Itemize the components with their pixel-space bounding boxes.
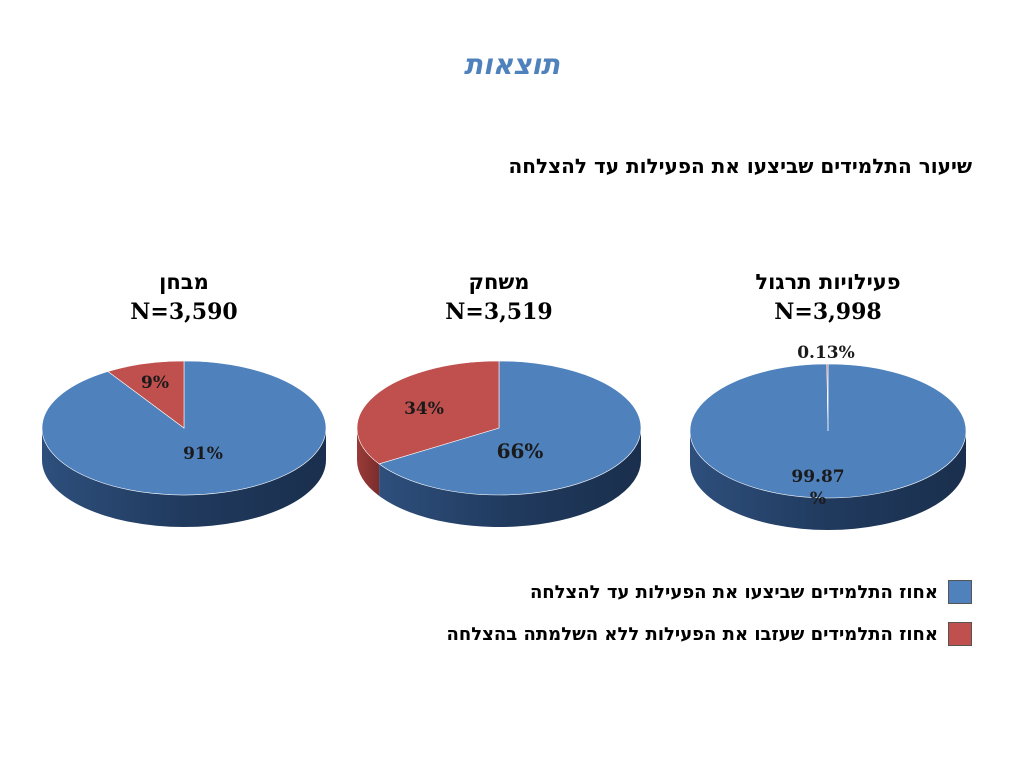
- chart-subtitle: שיעור התלמידים שביצעו את הפעילות עד להצל…: [508, 154, 973, 178]
- pie-practice-label-success: 99.87%: [791, 467, 844, 509]
- pie-game-label-success: 66%: [497, 439, 544, 463]
- legend-label-abandoned: אחוז התלמידים שעזבו את הפעילות ללא השלמת…: [446, 623, 938, 645]
- pie-practice-slice-abandoned: [826, 363, 829, 432]
- pie-game-side-success: [379, 428, 641, 527]
- chart-header-practice: פעילויות תרגול N=3,998: [708, 268, 948, 328]
- chart-title-test: מבחן: [159, 270, 209, 294]
- chart-header-test: מבחן N=3,590: [64, 268, 304, 328]
- pie-game-side-abandoned: [357, 428, 380, 496]
- pie-test-label-success: 91%: [183, 444, 223, 464]
- pie-practice-side-success: [690, 431, 966, 530]
- pie-test-slice-abandoned: [107, 360, 185, 429]
- pie-test-side-success: [42, 428, 326, 527]
- chart-n-practice: N=3,998: [774, 299, 882, 325]
- legend-swatch-success: [948, 580, 972, 604]
- chart-title-practice: פעילויות תרגול: [755, 270, 901, 294]
- pie-practice-label-abandoned: 0.13%: [797, 343, 855, 363]
- chart-title-game: משחק: [468, 270, 530, 294]
- pie-test-label-abandoned: 9%: [141, 373, 169, 393]
- slide-title: תוצאות: [463, 48, 561, 81]
- legend-label-success: אחוז התלמידים שביצעו את הפעילות עד להצלח…: [529, 581, 938, 603]
- pie-game-slice-success: [378, 360, 642, 496]
- legend-item-abandoned: אחוז התלמידים שעזבו את הפעילות ללא השלמת…: [372, 622, 972, 646]
- pie-game-label-abandoned: 34%: [404, 399, 444, 419]
- chart-n-game: N=3,519: [445, 299, 553, 325]
- chart-n-test: N=3,590: [130, 299, 238, 325]
- legend-swatch-abandoned: [948, 622, 972, 646]
- pie-game-slice-abandoned: [356, 360, 500, 465]
- chart-header-game: משחק N=3,519: [379, 268, 619, 328]
- legend-item-success: אחוז התלמידים שביצעו את הפעילות עד להצלח…: [372, 580, 972, 604]
